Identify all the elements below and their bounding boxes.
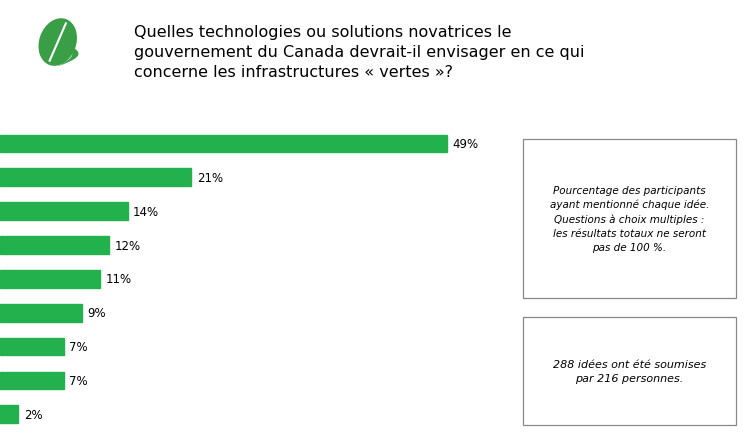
Text: 7%: 7%	[69, 340, 88, 353]
Bar	[0, 406, 18, 423]
Text: 2%: 2%	[24, 408, 42, 421]
Bar	[0, 372, 64, 389]
Text: 7%: 7%	[69, 374, 88, 387]
Bar	[0, 237, 110, 254]
Bar	[0, 338, 64, 356]
Text: 9%: 9%	[87, 307, 106, 319]
Ellipse shape	[39, 19, 77, 67]
Text: 12%: 12%	[115, 239, 141, 252]
Text: Quelles technologies ou solutions novatrices le
gouvernement du Canada devrait-i: Quelles technologies ou solutions novatr…	[134, 25, 585, 79]
Bar	[0, 203, 127, 220]
FancyBboxPatch shape	[523, 139, 736, 298]
FancyBboxPatch shape	[523, 317, 736, 425]
Bar	[0, 270, 101, 288]
Text: VERTE: VERTE	[23, 90, 92, 110]
Bar	[0, 304, 82, 322]
Bar	[0, 135, 446, 153]
Text: 11%: 11%	[106, 273, 132, 286]
Bar	[0, 169, 191, 187]
Text: 49%: 49%	[452, 138, 478, 151]
Text: 14%: 14%	[133, 205, 159, 218]
Text: 21%: 21%	[197, 171, 223, 184]
Text: 288 idées ont été soumises
par 216 personnes.: 288 idées ont été soumises par 216 perso…	[553, 359, 706, 383]
Circle shape	[23, 9, 92, 79]
Text: Pourcentage des participants
ayant mentionné chaque idée.
Questions à choix mult: Pourcentage des participants ayant menti…	[550, 185, 709, 253]
Polygon shape	[57, 42, 78, 67]
